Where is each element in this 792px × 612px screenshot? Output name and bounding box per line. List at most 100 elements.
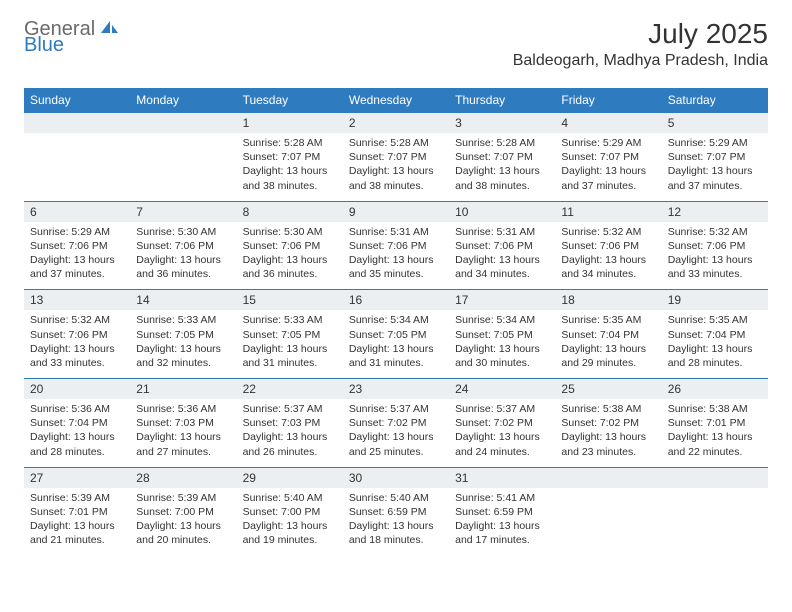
day-number: 10 <box>449 201 555 222</box>
detail-line: Daylight: 13 hours and 17 minutes. <box>455 519 549 547</box>
day-number: 16 <box>343 290 449 311</box>
detail-line: Sunset: 7:05 PM <box>455 328 549 342</box>
week-detail-row: Sunrise: 5:32 AMSunset: 7:06 PMDaylight:… <box>24 310 768 378</box>
week-detail-row: Sunrise: 5:36 AMSunset: 7:04 PMDaylight:… <box>24 399 768 467</box>
detail-line: Sunset: 7:02 PM <box>455 416 549 430</box>
day-number: 31 <box>449 467 555 488</box>
detail-line: Sunrise: 5:29 AM <box>668 136 762 150</box>
day-detail: Sunrise: 5:37 AMSunset: 7:02 PMDaylight:… <box>449 399 555 467</box>
day-detail: Sunrise: 5:37 AMSunset: 7:02 PMDaylight:… <box>343 399 449 467</box>
detail-line: Sunset: 7:02 PM <box>561 416 655 430</box>
detail-line: Daylight: 13 hours and 38 minutes. <box>455 164 549 192</box>
detail-line: Sunset: 7:06 PM <box>30 328 124 342</box>
week-detail-row: Sunrise: 5:39 AMSunset: 7:01 PMDaylight:… <box>24 488 768 556</box>
day-number: 25 <box>555 379 661 400</box>
day-detail: Sunrise: 5:28 AMSunset: 7:07 PMDaylight:… <box>237 133 343 201</box>
detail-line: Daylight: 13 hours and 22 minutes. <box>668 430 762 458</box>
detail-line: Sunset: 7:07 PM <box>243 150 337 164</box>
detail-line: Sunrise: 5:30 AM <box>136 225 230 239</box>
day-number: 14 <box>130 290 236 311</box>
detail-line: Sunset: 7:06 PM <box>668 239 762 253</box>
detail-line: Sunrise: 5:33 AM <box>243 313 337 327</box>
detail-line: Sunrise: 5:38 AM <box>668 402 762 416</box>
dayhead-wed: Wednesday <box>343 88 449 113</box>
detail-line: Sunset: 7:06 PM <box>30 239 124 253</box>
detail-line: Daylight: 13 hours and 31 minutes. <box>243 342 337 370</box>
detail-line: Daylight: 13 hours and 37 minutes. <box>561 164 655 192</box>
detail-line: Sunset: 7:04 PM <box>30 416 124 430</box>
day-number: 15 <box>237 290 343 311</box>
day-detail: Sunrise: 5:32 AMSunset: 7:06 PMDaylight:… <box>662 222 768 290</box>
detail-line: Sunrise: 5:40 AM <box>243 491 337 505</box>
detail-line: Sunrise: 5:41 AM <box>455 491 549 505</box>
detail-line: Sunrise: 5:34 AM <box>455 313 549 327</box>
detail-line: Daylight: 13 hours and 26 minutes. <box>243 430 337 458</box>
detail-line: Sunrise: 5:32 AM <box>561 225 655 239</box>
day-detail: Sunrise: 5:34 AMSunset: 7:05 PMDaylight:… <box>343 310 449 378</box>
detail-line: Sunrise: 5:39 AM <box>136 491 230 505</box>
header: General July 2025 Baldeogarh, Madhya Pra… <box>24 18 768 70</box>
detail-line: Sunset: 7:07 PM <box>668 150 762 164</box>
week-detail-row: Sunrise: 5:29 AMSunset: 7:06 PMDaylight:… <box>24 222 768 290</box>
day-number: 6 <box>24 201 130 222</box>
day-number: 28 <box>130 467 236 488</box>
detail-line: Daylight: 13 hours and 21 minutes. <box>30 519 124 547</box>
detail-line: Sunrise: 5:40 AM <box>349 491 443 505</box>
detail-line: Daylight: 13 hours and 19 minutes. <box>243 519 337 547</box>
detail-line: Sunrise: 5:34 AM <box>349 313 443 327</box>
detail-line: Sunset: 7:01 PM <box>668 416 762 430</box>
day-detail: Sunrise: 5:31 AMSunset: 7:06 PMDaylight:… <box>343 222 449 290</box>
detail-line: Sunset: 7:05 PM <box>349 328 443 342</box>
location: Baldeogarh, Madhya Pradesh, India <box>513 52 768 70</box>
day-detail: Sunrise: 5:40 AMSunset: 6:59 PMDaylight:… <box>343 488 449 556</box>
day-detail: Sunrise: 5:41 AMSunset: 6:59 PMDaylight:… <box>449 488 555 556</box>
day-detail: Sunrise: 5:29 AMSunset: 7:07 PMDaylight:… <box>555 133 661 201</box>
detail-line: Sunset: 7:06 PM <box>243 239 337 253</box>
detail-line: Daylight: 13 hours and 28 minutes. <box>668 342 762 370</box>
week-num-row: 13141516171819 <box>24 290 768 311</box>
day-number <box>24 113 130 134</box>
day-number: 4 <box>555 113 661 134</box>
dayhead-thu: Thursday <box>449 88 555 113</box>
day-number <box>130 113 236 134</box>
detail-line: Sunset: 7:00 PM <box>243 505 337 519</box>
day-detail: Sunrise: 5:30 AMSunset: 7:06 PMDaylight:… <box>237 222 343 290</box>
day-number: 1 <box>237 113 343 134</box>
day-number: 21 <box>130 379 236 400</box>
detail-line: Sunset: 7:06 PM <box>136 239 230 253</box>
day-number: 8 <box>237 201 343 222</box>
detail-line: Daylight: 13 hours and 36 minutes. <box>136 253 230 281</box>
day-detail: Sunrise: 5:36 AMSunset: 7:04 PMDaylight:… <box>24 399 130 467</box>
detail-line: Sunset: 7:04 PM <box>668 328 762 342</box>
detail-line: Sunrise: 5:29 AM <box>561 136 655 150</box>
day-detail: Sunrise: 5:35 AMSunset: 7:04 PMDaylight:… <box>662 310 768 378</box>
detail-line: Daylight: 13 hours and 37 minutes. <box>30 253 124 281</box>
day-detail: Sunrise: 5:33 AMSunset: 7:05 PMDaylight:… <box>237 310 343 378</box>
dayhead-sat: Saturday <box>662 88 768 113</box>
detail-line: Sunset: 7:05 PM <box>136 328 230 342</box>
day-number: 2 <box>343 113 449 134</box>
day-number: 5 <box>662 113 768 134</box>
day-detail: Sunrise: 5:39 AMSunset: 7:01 PMDaylight:… <box>24 488 130 556</box>
detail-line: Daylight: 13 hours and 18 minutes. <box>349 519 443 547</box>
detail-line: Daylight: 13 hours and 28 minutes. <box>30 430 124 458</box>
detail-line: Sunset: 7:04 PM <box>561 328 655 342</box>
day-number: 23 <box>343 379 449 400</box>
detail-line: Sunset: 7:06 PM <box>455 239 549 253</box>
detail-line: Daylight: 13 hours and 38 minutes. <box>243 164 337 192</box>
dayhead-sun: Sunday <box>24 88 130 113</box>
dayhead-tue: Tuesday <box>237 88 343 113</box>
day-number: 27 <box>24 467 130 488</box>
detail-line: Daylight: 13 hours and 36 minutes. <box>243 253 337 281</box>
day-number: 30 <box>343 467 449 488</box>
detail-line: Daylight: 13 hours and 38 minutes. <box>349 164 443 192</box>
detail-line: Sunset: 7:07 PM <box>349 150 443 164</box>
logo-text-blue: Blue <box>24 34 64 57</box>
day-detail: Sunrise: 5:38 AMSunset: 7:02 PMDaylight:… <box>555 399 661 467</box>
day-number: 26 <box>662 379 768 400</box>
detail-line: Daylight: 13 hours and 30 minutes. <box>455 342 549 370</box>
detail-line: Daylight: 13 hours and 31 minutes. <box>349 342 443 370</box>
calendar-body: 1 23 45 Sunrise: 5:28 AMSunset: 7:07 PMDayl… <box>24 113 768 556</box>
detail-line: Sunrise: 5:32 AM <box>668 225 762 239</box>
detail-line: Daylight: 13 hours and 33 minutes. <box>30 342 124 370</box>
